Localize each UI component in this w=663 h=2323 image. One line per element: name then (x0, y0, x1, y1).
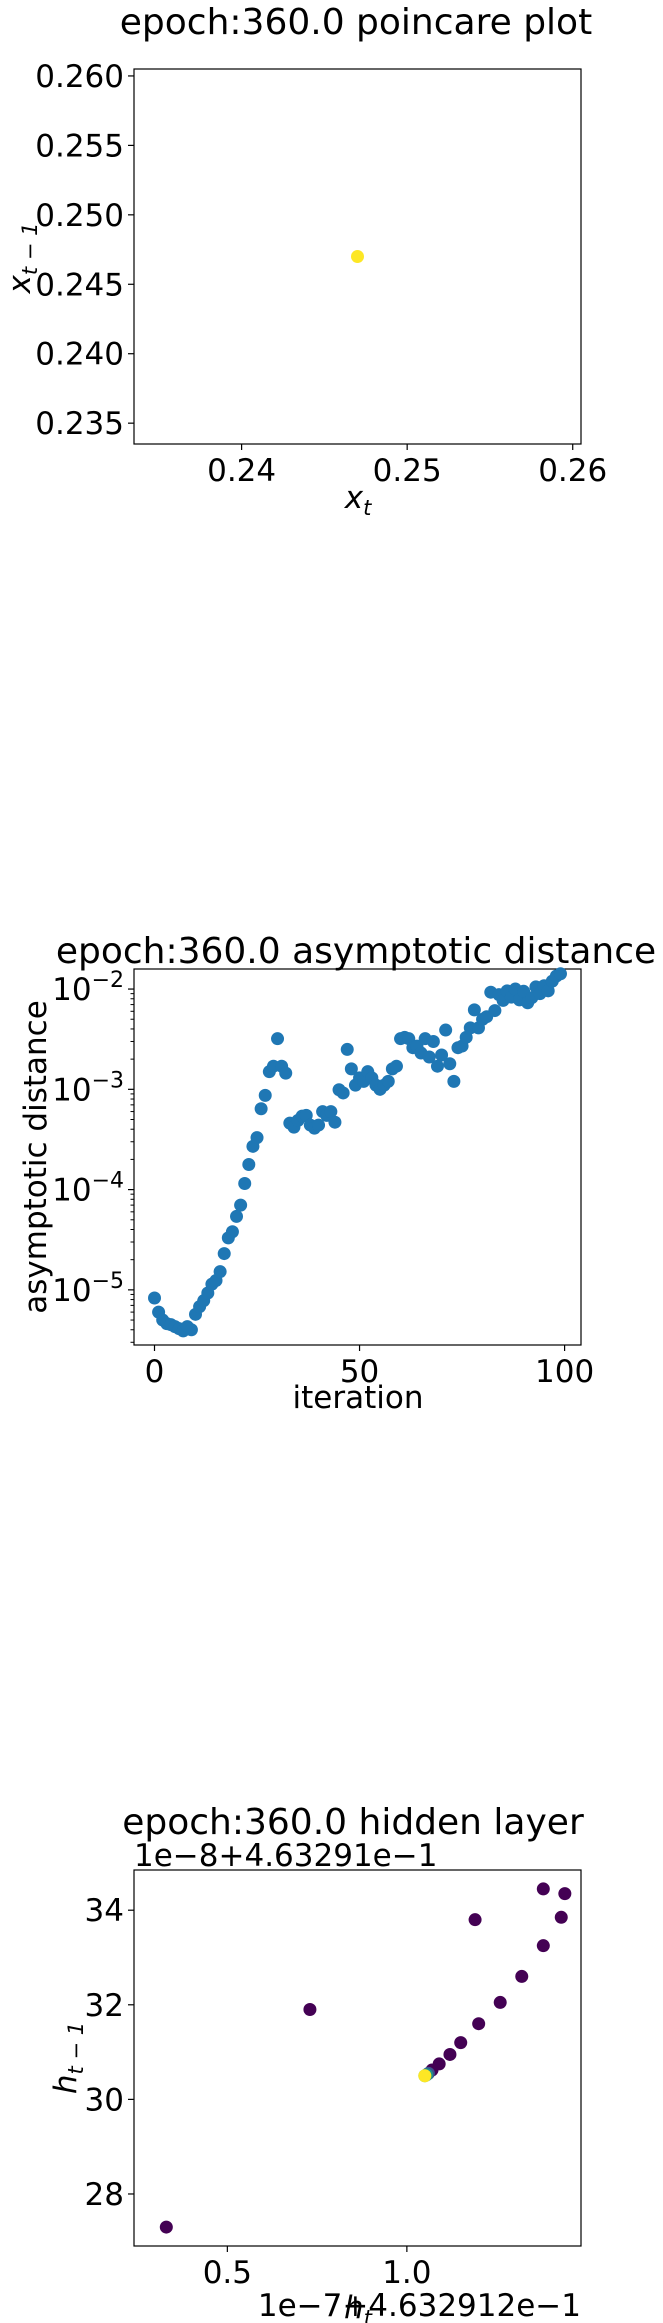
y-tick-label: 32 (85, 1988, 124, 2024)
data-point (426, 1034, 440, 1048)
data-point (225, 1225, 239, 1239)
y-ticks: 28 30 32 34 (85, 1893, 134, 2213)
y-axis-label: ht − 1 (48, 2022, 88, 2094)
x-axis-label: ht (344, 2290, 373, 2323)
data-point (472, 2017, 486, 2031)
data-point (299, 1108, 313, 1122)
asymptotic-distance-plot: epoch:360.0 asymptotic distance 0 50 100 1… (18, 931, 656, 1416)
x-ticks: 0.5 1.0 (203, 2246, 432, 2291)
data-point (468, 1913, 482, 1927)
plot-area (133, 1869, 582, 2247)
hidden-layer-plot: epoch:360.0 hidden layer 1e−8+4.63291e−1… (48, 1802, 584, 2323)
data-point (230, 1209, 244, 1223)
plot-area (133, 68, 582, 445)
x-offset-label: 1e−7+4.632912e−1 (258, 2288, 581, 2323)
y-tick-label: 0.250 (35, 198, 124, 234)
data-point (454, 2036, 468, 2050)
data-point (554, 1910, 568, 1924)
y-tick-label: 10−5 (52, 1269, 124, 1309)
x-tick-label: 0 (145, 1354, 165, 1390)
x-tick-label: 0.25 (373, 453, 442, 489)
y-ticks: 0.235 0.240 0.245 0.250 0.255 0.260 (35, 59, 134, 442)
x-tick-label: 1.0 (382, 2255, 431, 2291)
data-point (271, 1032, 285, 1046)
data-point (184, 1323, 198, 1337)
data-point (238, 1177, 252, 1191)
y-axis-label: xt − 1 (2, 223, 42, 295)
y-tick-label: 10−3 (52, 1068, 124, 1108)
y-tick-label: 0.255 (35, 128, 124, 164)
data-point (303, 2003, 317, 2017)
data-point (234, 1198, 248, 1212)
data-point (418, 2069, 432, 2083)
x-tick-label: 100 (535, 1354, 594, 1390)
data-point (447, 1074, 461, 1088)
data-point (324, 1105, 338, 1119)
data-point (351, 250, 364, 263)
y-tick-label: 30 (85, 2082, 124, 2118)
x-ticks: 0.24 0.25 0.26 (207, 444, 607, 489)
y-tick-label: 0.235 (35, 406, 124, 442)
data-point (435, 1048, 449, 1062)
chart-title: epoch:360.0 hidden layer (122, 1802, 584, 1843)
data-point (553, 967, 567, 981)
data-point (443, 2047, 457, 2061)
y-tick-label: 28 (85, 2177, 124, 2213)
y-axis-label: asymptotic distance (18, 1000, 54, 1314)
poincare-plot: epoch:360.0 poincare plot 0.24 0.25 0.26 0… (2, 2, 607, 520)
y-tick-label: 34 (85, 1893, 124, 1929)
data-points (351, 250, 364, 263)
x-axis-label: xt (344, 480, 372, 520)
data-point (328, 1115, 342, 1129)
data-point (336, 1086, 350, 1100)
data-point (250, 1131, 264, 1145)
data-point (467, 1003, 481, 1017)
data-point (443, 1057, 457, 1071)
data-point (439, 1023, 453, 1037)
chart-title: epoch:360.0 poincare plot (120, 2, 592, 43)
data-point (340, 1042, 354, 1056)
x-tick-label: 50 (340, 1354, 379, 1390)
data-point (389, 1059, 403, 1073)
y-tick-label: 0.260 (35, 59, 124, 95)
data-points (148, 967, 567, 1338)
y-tick-label: 0.245 (35, 267, 124, 303)
data-point (213, 1265, 227, 1279)
data-point (242, 1157, 256, 1171)
y-tick-label: 0.240 (35, 337, 124, 373)
x-tick-label: 0.24 (207, 453, 276, 489)
data-point (536, 1882, 550, 1896)
y-tick-label: 10−4 (52, 1169, 124, 1209)
data-point (558, 1887, 572, 1901)
data-point (422, 1050, 436, 1064)
data-point (148, 1291, 162, 1305)
data-point (159, 2220, 173, 2234)
data-point (430, 1059, 444, 1073)
data-point (488, 1004, 502, 1018)
y-tick-label: 10−2 (52, 968, 124, 1008)
chart-title: epoch:360.0 asymptotic distance (56, 931, 656, 972)
data-point (541, 984, 555, 998)
data-point (217, 1247, 231, 1261)
data-point (258, 1088, 272, 1102)
data-point (344, 1062, 358, 1076)
x-axis-label: iteration (293, 1380, 424, 1416)
data-point (312, 1118, 326, 1132)
x-tick-label: 0.26 (538, 453, 607, 489)
plot-area (133, 968, 582, 1346)
data-point (493, 1995, 507, 2009)
data-point (254, 1102, 268, 1116)
data-point (536, 1939, 550, 1953)
x-ticks: 0 50 100 (145, 1345, 594, 1390)
data-point (279, 1066, 293, 1080)
y-offset-label: 1e−8+4.63291e−1 (134, 1838, 437, 1874)
y-ticks: 10−5 10−4 10−3 10−2 (52, 968, 134, 1343)
data-points (159, 1882, 572, 2234)
data-point (381, 1074, 395, 1088)
x-tick-label: 0.5 (203, 2255, 252, 2291)
data-point (515, 1969, 529, 1983)
